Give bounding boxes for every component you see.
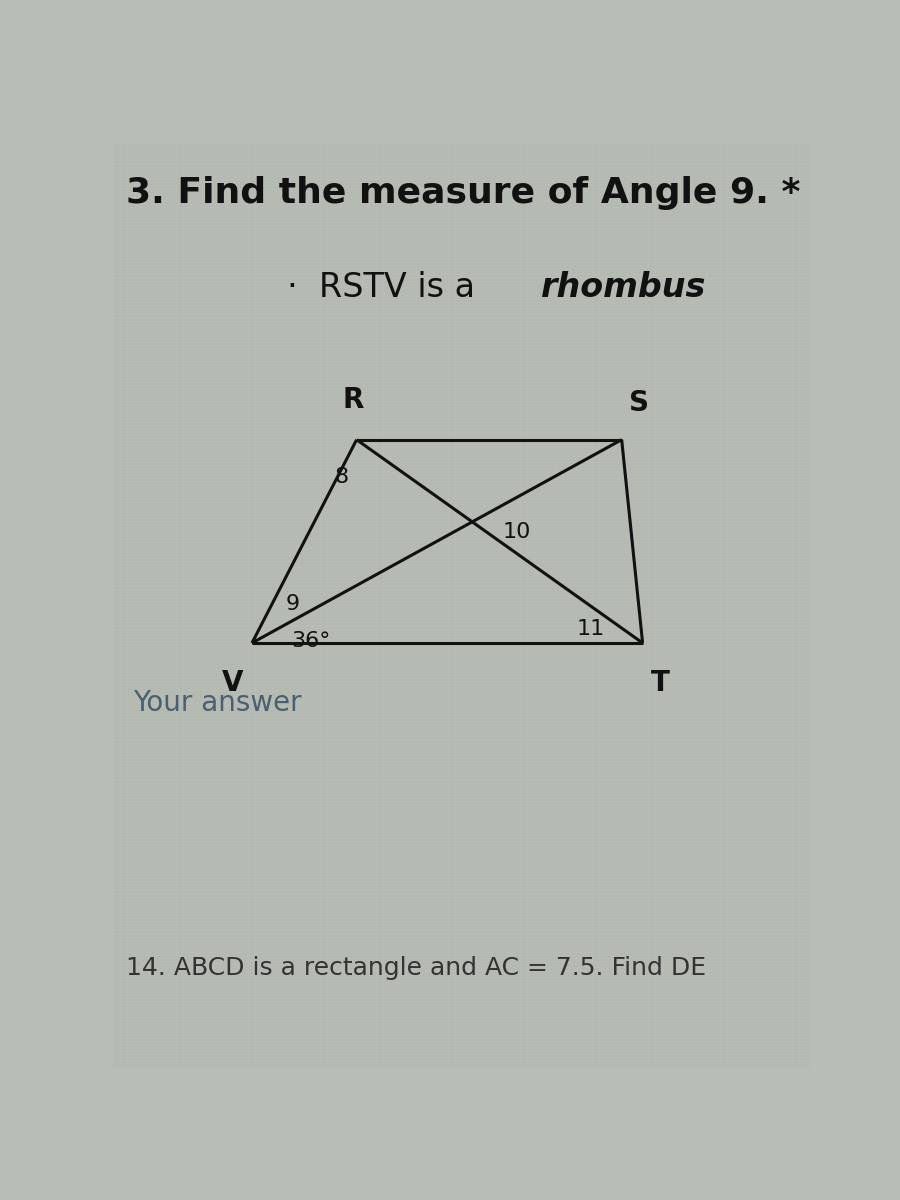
Text: 8: 8	[334, 467, 348, 487]
Text: ·  RSTV is a: · RSTV is a	[287, 271, 485, 304]
Text: 10: 10	[503, 522, 531, 542]
Text: 14. ABCD is a rectangle and AC = 7.5. Find DE: 14. ABCD is a rectangle and AC = 7.5. Fi…	[126, 956, 706, 980]
Text: V: V	[221, 668, 243, 697]
Text: T: T	[651, 668, 670, 697]
Text: rhombus: rhombus	[542, 271, 706, 304]
Text: 9: 9	[285, 594, 300, 614]
Text: 3. Find the measure of Angle 9. *: 3. Find the measure of Angle 9. *	[126, 176, 801, 210]
Text: R: R	[342, 386, 364, 414]
Text: Your answer: Your answer	[133, 689, 302, 718]
Text: 36°: 36°	[292, 631, 331, 652]
Text: S: S	[629, 389, 649, 416]
Text: 11: 11	[576, 619, 605, 640]
